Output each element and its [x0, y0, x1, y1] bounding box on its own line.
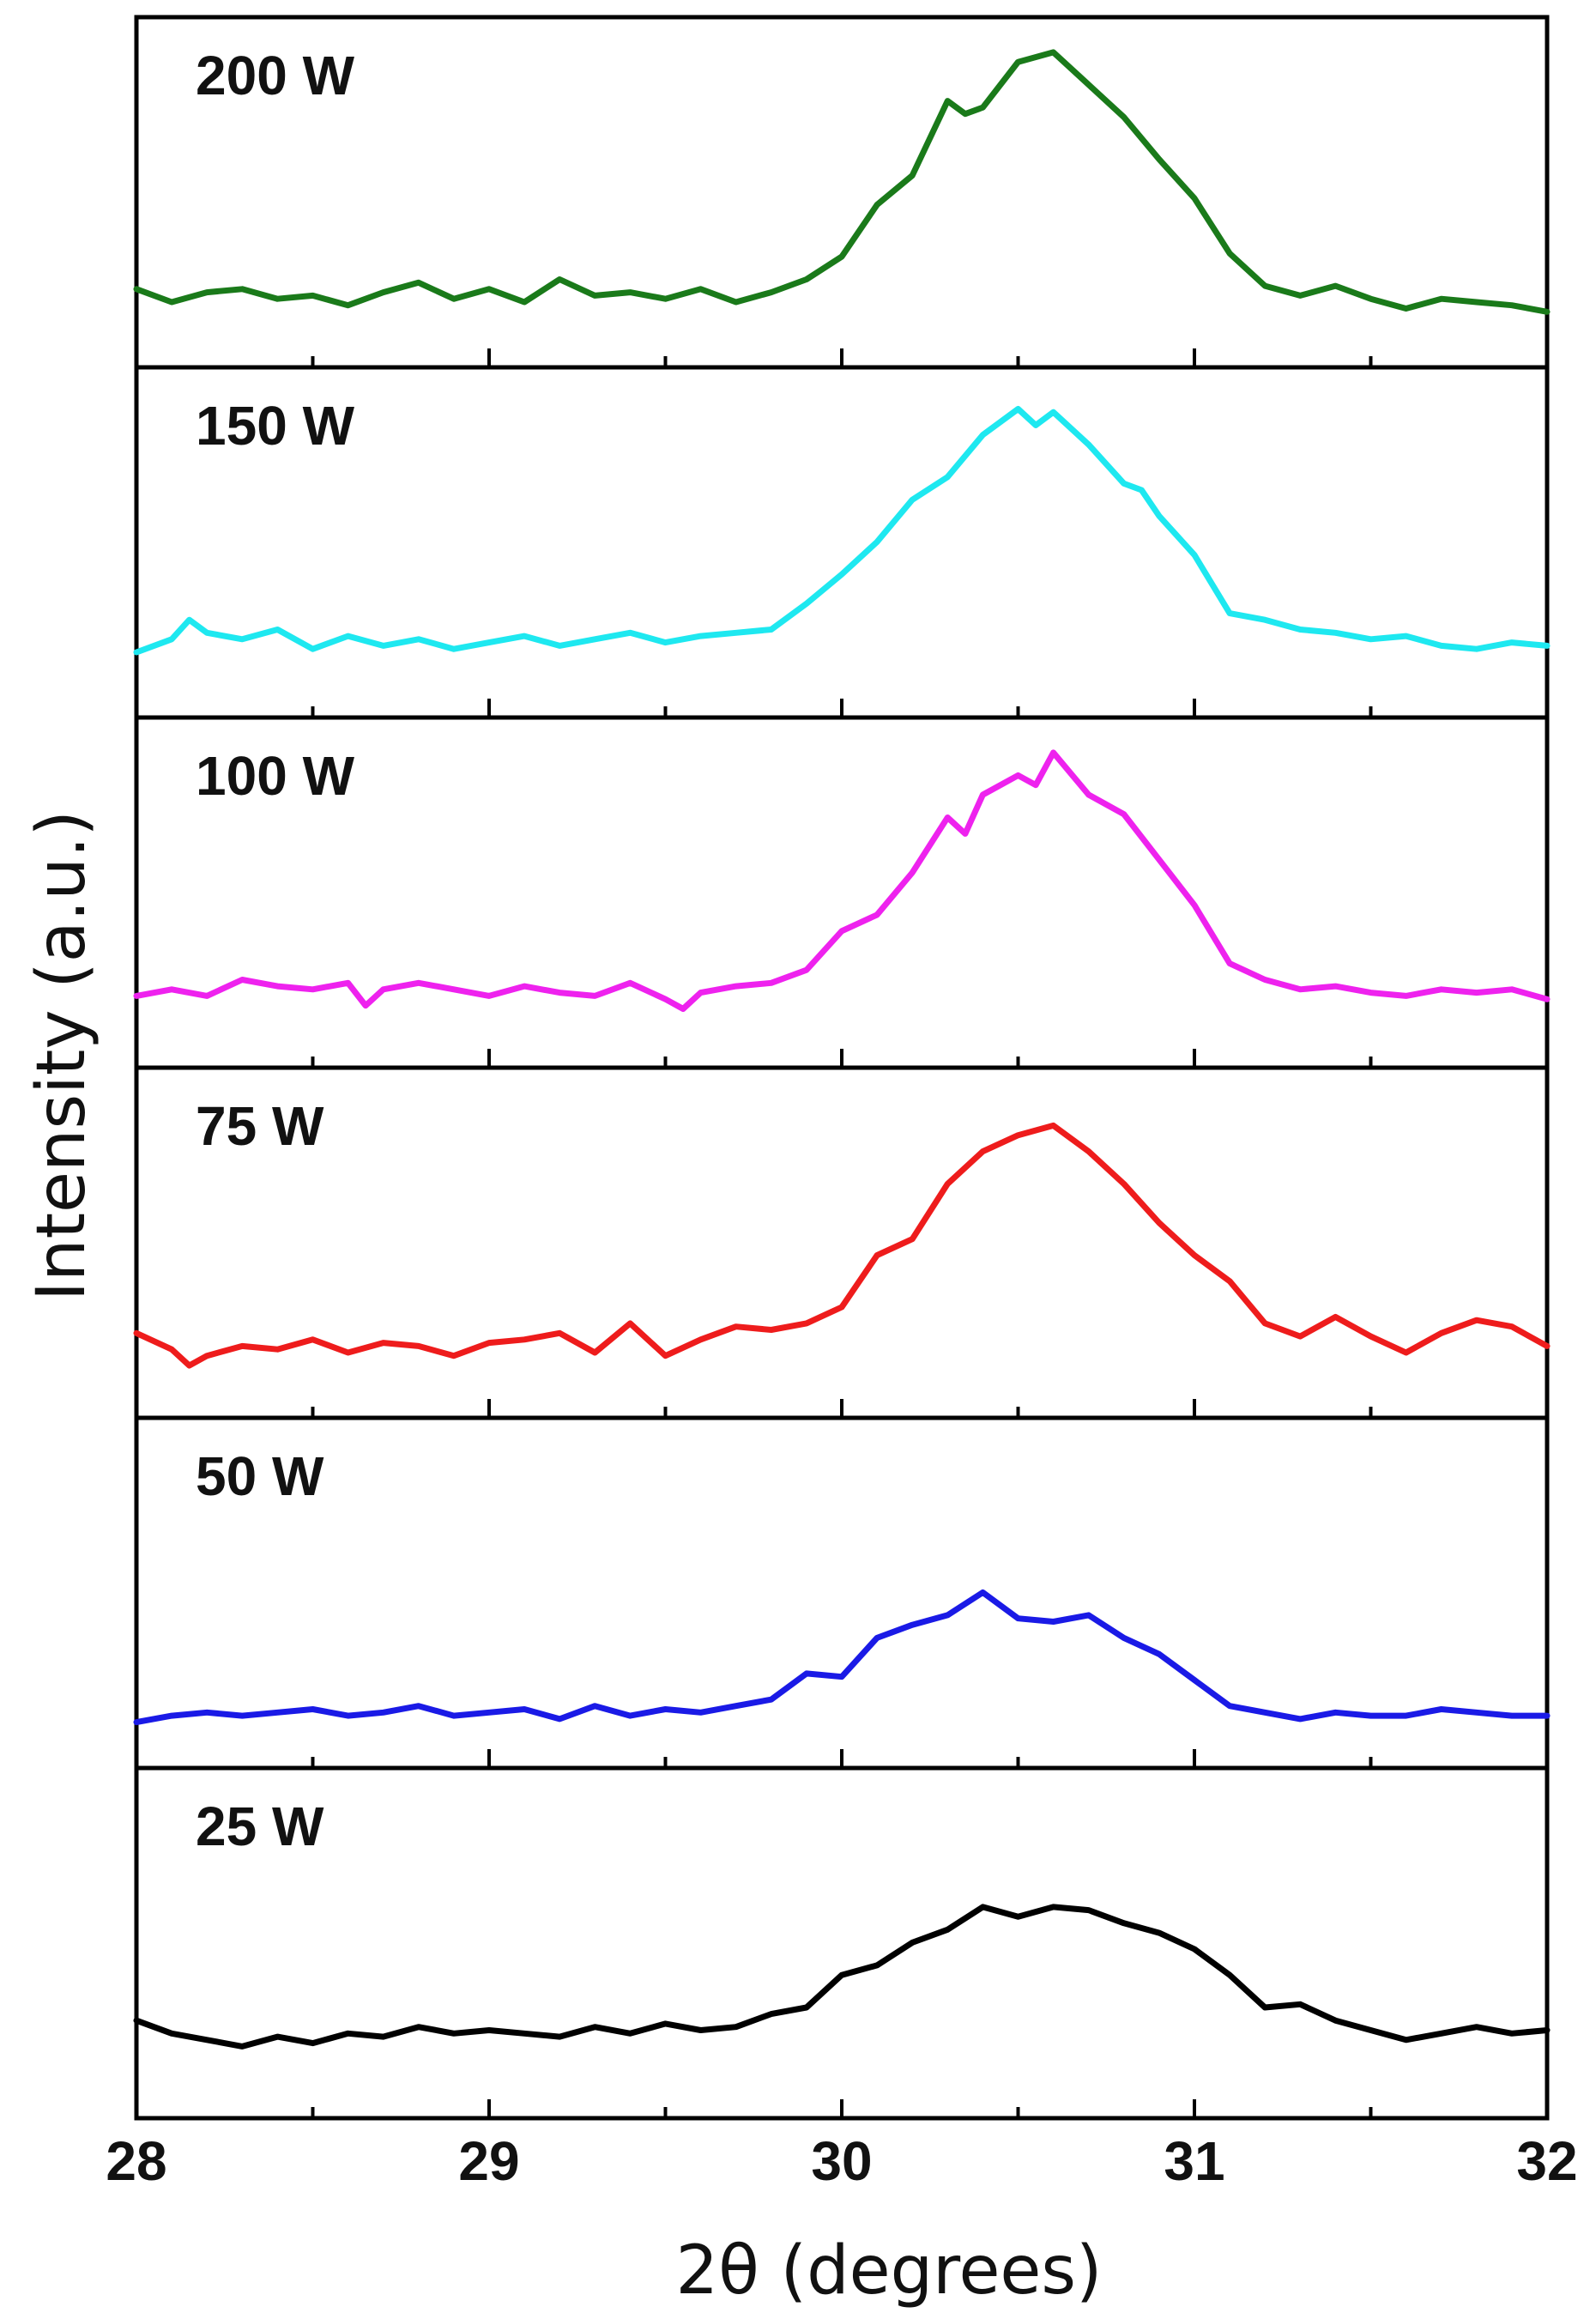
- x-tick-label: 30: [811, 2130, 872, 2192]
- x-tick-label: 28: [106, 2130, 166, 2192]
- panel-label: 150 W: [196, 395, 355, 457]
- panel-label: 100 W: [196, 745, 355, 807]
- series-line-25-w: [133, 1904, 1551, 2050]
- panel-label: 50 W: [196, 1445, 324, 1507]
- y-axis-title: Intensity (a.u.): [23, 810, 100, 1301]
- series-line-50-w: [133, 1589, 1551, 1726]
- series-line-100-w: [133, 749, 1551, 1012]
- panel-label: 200 W: [196, 45, 355, 106]
- x-tick-label: 31: [1164, 2130, 1224, 2192]
- panel-25-w: 25 W: [133, 1765, 1551, 2121]
- panel-label: 75 W: [196, 1095, 324, 1157]
- panel-150-w: 150 W: [133, 365, 1551, 720]
- x-axis: 28 29 30 31 32: [106, 2130, 1577, 2192]
- series-line-200-w: [133, 49, 1551, 315]
- panel-50-w: 50 W: [133, 1415, 1551, 1771]
- x-tick-label: 32: [1516, 2130, 1577, 2192]
- series-line-150-w: [133, 406, 1551, 656]
- x-tick-label: 29: [458, 2130, 519, 2192]
- panel-75-w: 75 W: [133, 1065, 1551, 1420]
- series-line-75-w: [133, 1122, 1551, 1369]
- x-axis-title: 2θ (degrees): [676, 2232, 1103, 2310]
- panel-label: 25 W: [196, 1795, 324, 1857]
- chart-panels: 200 W 150 W 100 W 75 W 50 W 25 W: [133, 15, 1551, 2121]
